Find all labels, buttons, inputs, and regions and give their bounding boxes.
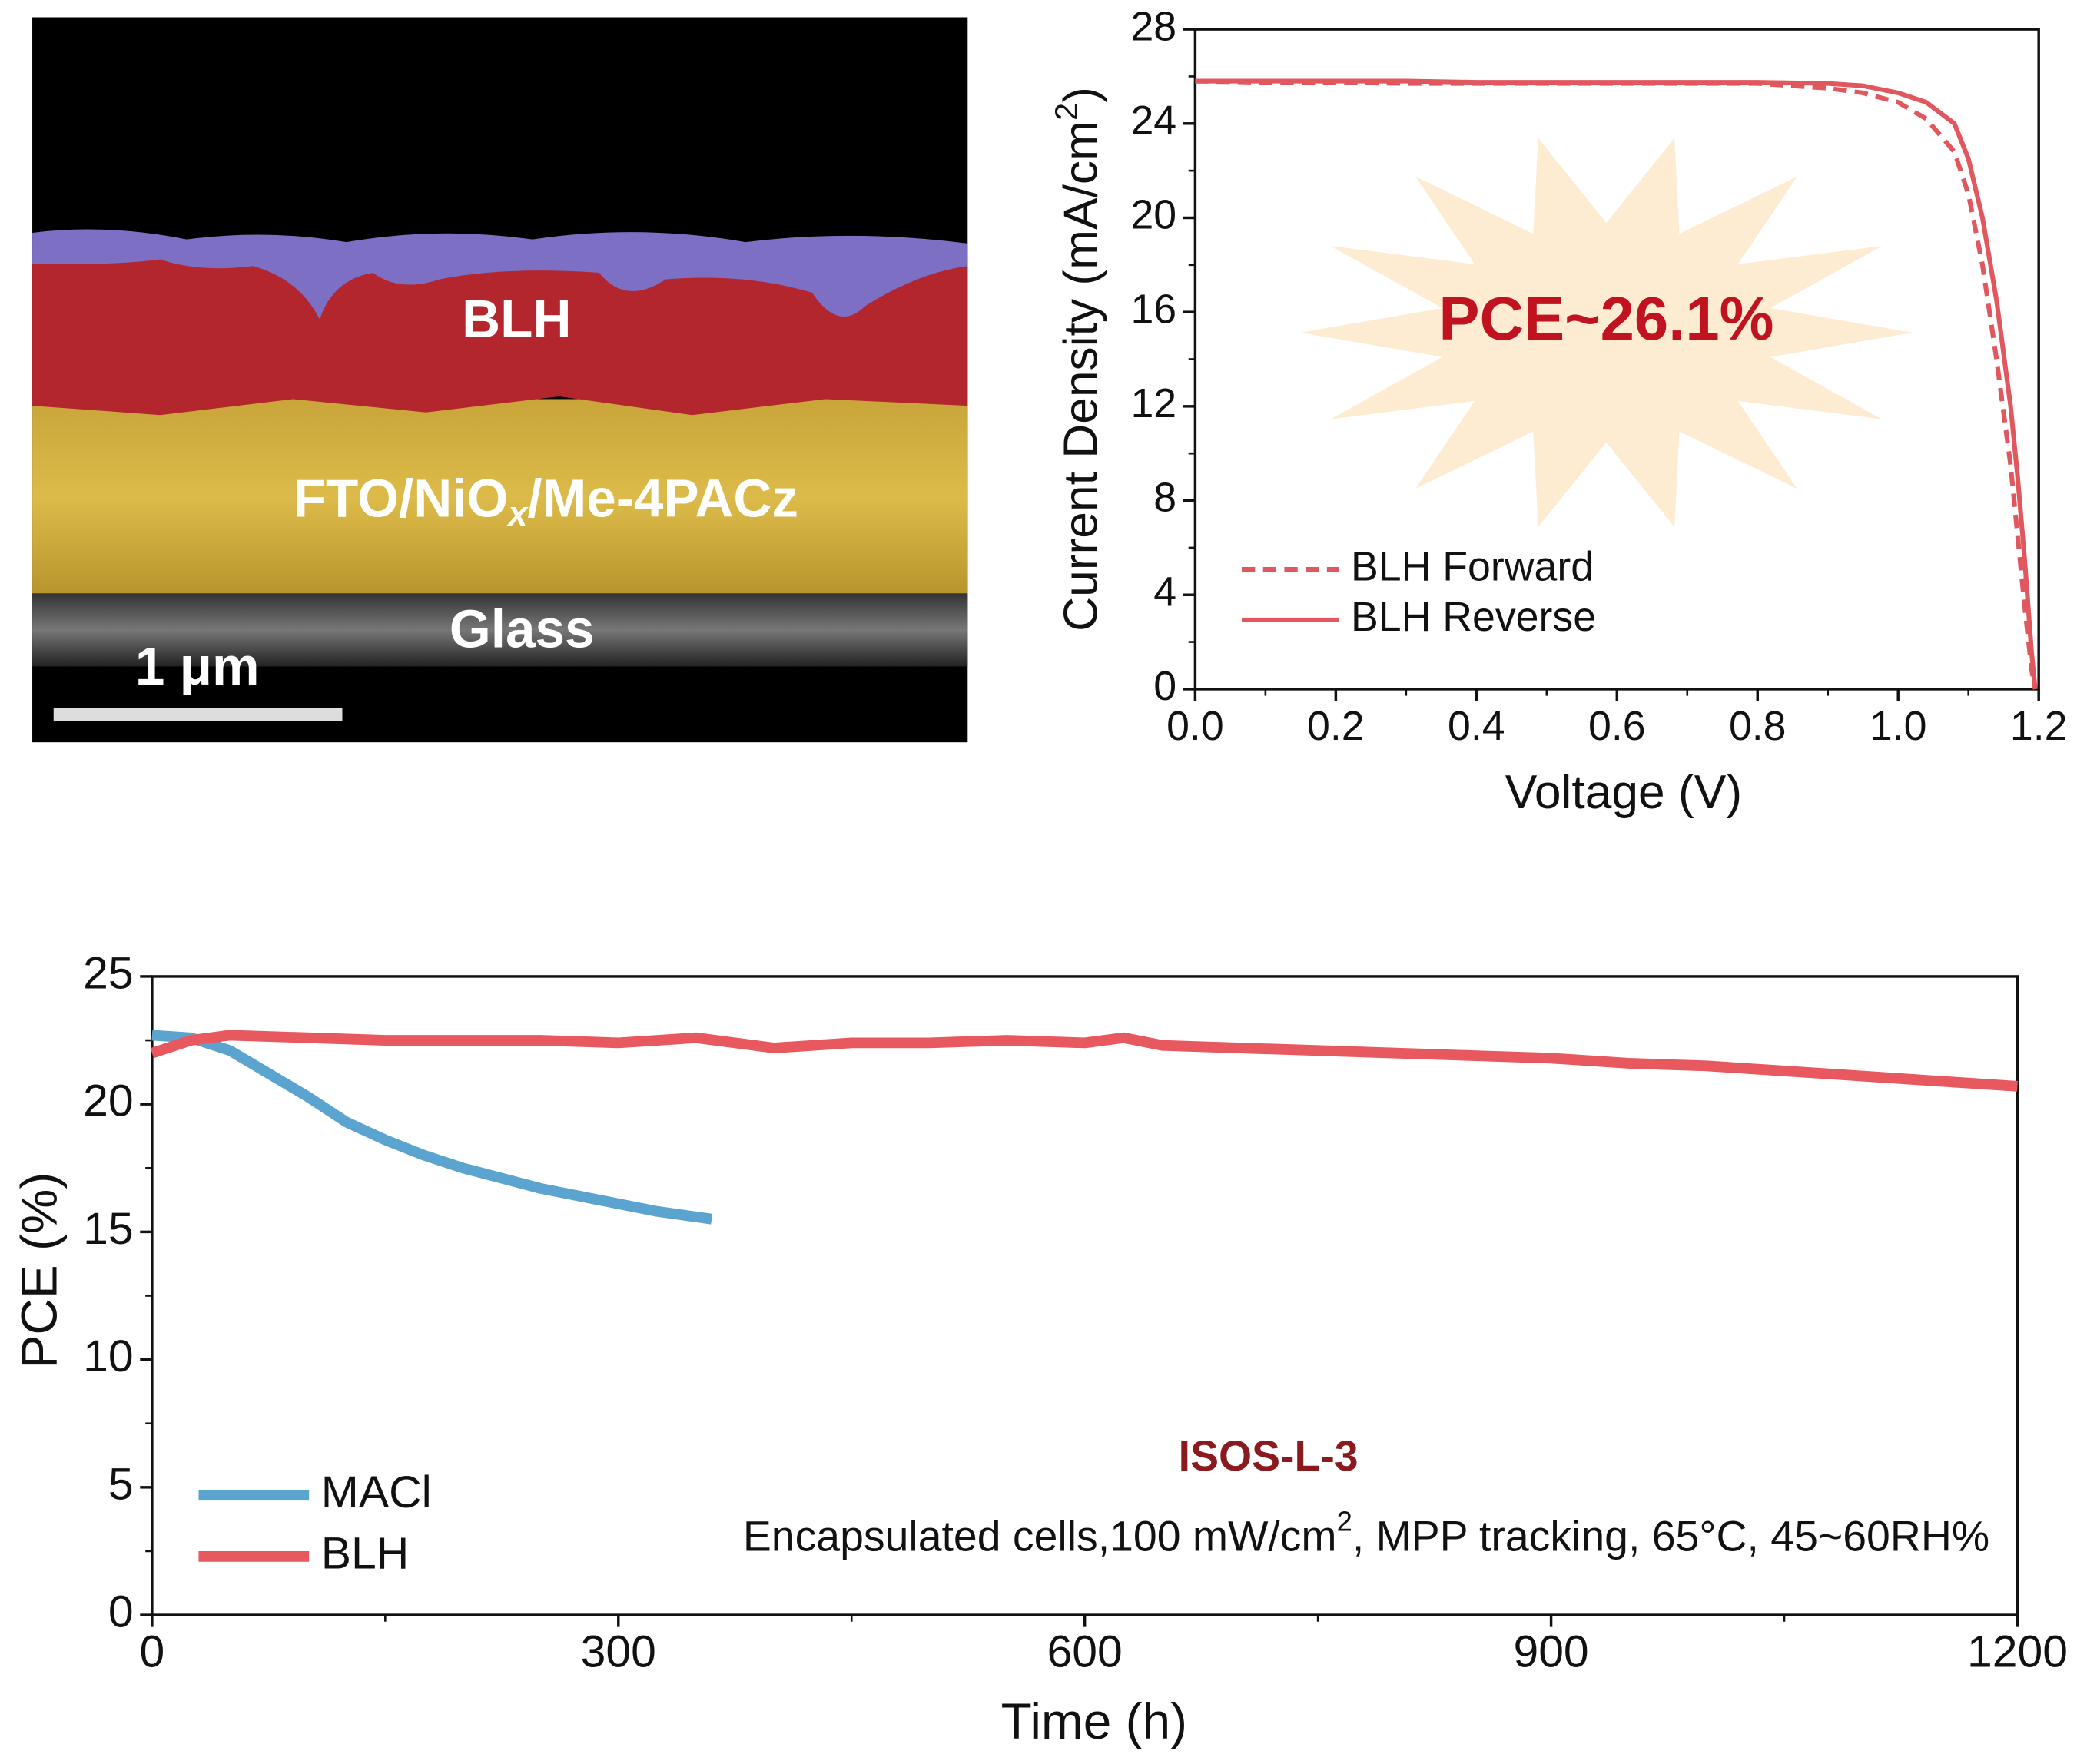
y-tick-label: 0 — [108, 1587, 134, 1637]
label-part: Current Density (mA/cm — [1055, 121, 1108, 632]
y-tick-label: 20 — [1130, 192, 1176, 238]
y-tick-label: 25 — [83, 948, 133, 998]
x-tick-label: 600 — [1047, 1627, 1123, 1677]
x-tick-label: 0.0 — [1166, 703, 1224, 749]
x-axis-label: Voltage (V) — [1505, 766, 1742, 819]
label-part: , MPP tracking, 65°C, 45~60RH% — [1352, 1512, 1989, 1560]
y-tick-label: 16 — [1130, 286, 1176, 332]
x-tick-label: 0.8 — [1729, 703, 1787, 749]
y-tick-label: 28 — [1130, 3, 1176, 49]
sem-image: BLH FTO/NiOx/Me-4PACz Glass 1 μm — [32, 17, 968, 743]
glass-layer — [32, 593, 968, 667]
top-layer — [32, 229, 968, 320]
y-tick-label: 4 — [1153, 569, 1176, 615]
x-tick-label: 0 — [140, 1627, 165, 1677]
y-tick-label: 24 — [1130, 98, 1176, 144]
ftolayer — [32, 399, 968, 596]
legend-label: BLH — [321, 1528, 409, 1578]
starburst — [1300, 138, 1913, 528]
legend-label: MACl — [321, 1467, 432, 1517]
legend-label: BLH Reverse — [1351, 594, 1596, 640]
label-part: FTO/NiO — [294, 469, 509, 529]
x-tick-label: 300 — [581, 1627, 656, 1677]
blh-layer — [32, 252, 968, 416]
y-tick-label: 12 — [1130, 380, 1176, 426]
x-tick-label: 0.4 — [1448, 703, 1505, 749]
x-tick-label: 0.6 — [1588, 703, 1646, 749]
series-line — [150, 1030, 2018, 1092]
label-part: Encapsulated cells,100 mW/cm — [743, 1512, 1337, 1560]
series-line — [151, 1030, 713, 1225]
y-tick-label: 10 — [83, 1331, 133, 1381]
label-part: ) — [1055, 87, 1108, 103]
x-axis-label: Time (h) — [1001, 1693, 1187, 1749]
x-tick-label: 0.2 — [1307, 703, 1365, 749]
layer-label: Glass — [450, 599, 595, 659]
x-tick-label: 1.2 — [2010, 703, 2068, 749]
y-tick-label: 20 — [83, 1076, 133, 1126]
annotation: Encapsulated cells,100 mW/cm2, MPP track… — [743, 1505, 1989, 1560]
scale-bar — [53, 708, 343, 721]
annotation: PCE~26.1% — [1438, 284, 1773, 353]
label-part: /Me-4PACz — [527, 469, 798, 529]
y-tick-label: 15 — [83, 1204, 133, 1254]
layer-label: BLH — [462, 289, 571, 349]
y-axis-label: PCE (%) — [10, 1172, 67, 1369]
label-sup: 2 — [1337, 1505, 1352, 1537]
label-sub: x — [506, 494, 529, 533]
series-line — [1195, 78, 2038, 690]
annotation-title: ISOS-L-3 — [1179, 1432, 1359, 1480]
x-tick-label: 1200 — [1967, 1627, 2068, 1677]
y-tick-label: 8 — [1153, 475, 1176, 521]
scale-label: 1 μm — [135, 636, 260, 696]
y-axis-label: Current Density (mA/cm2) — [1048, 87, 1108, 632]
y-tick-label: 5 — [108, 1459, 134, 1509]
legend-label: BLH Forward — [1351, 543, 1594, 589]
y-tick-label: 0 — [1153, 663, 1176, 709]
x-tick-label: 1.0 — [1870, 703, 1927, 749]
layer-label: FTO/NiOx/Me-4PACz — [294, 469, 798, 533]
label-sup: 2 — [1048, 103, 1084, 121]
x-tick-label: 900 — [1513, 1627, 1588, 1677]
